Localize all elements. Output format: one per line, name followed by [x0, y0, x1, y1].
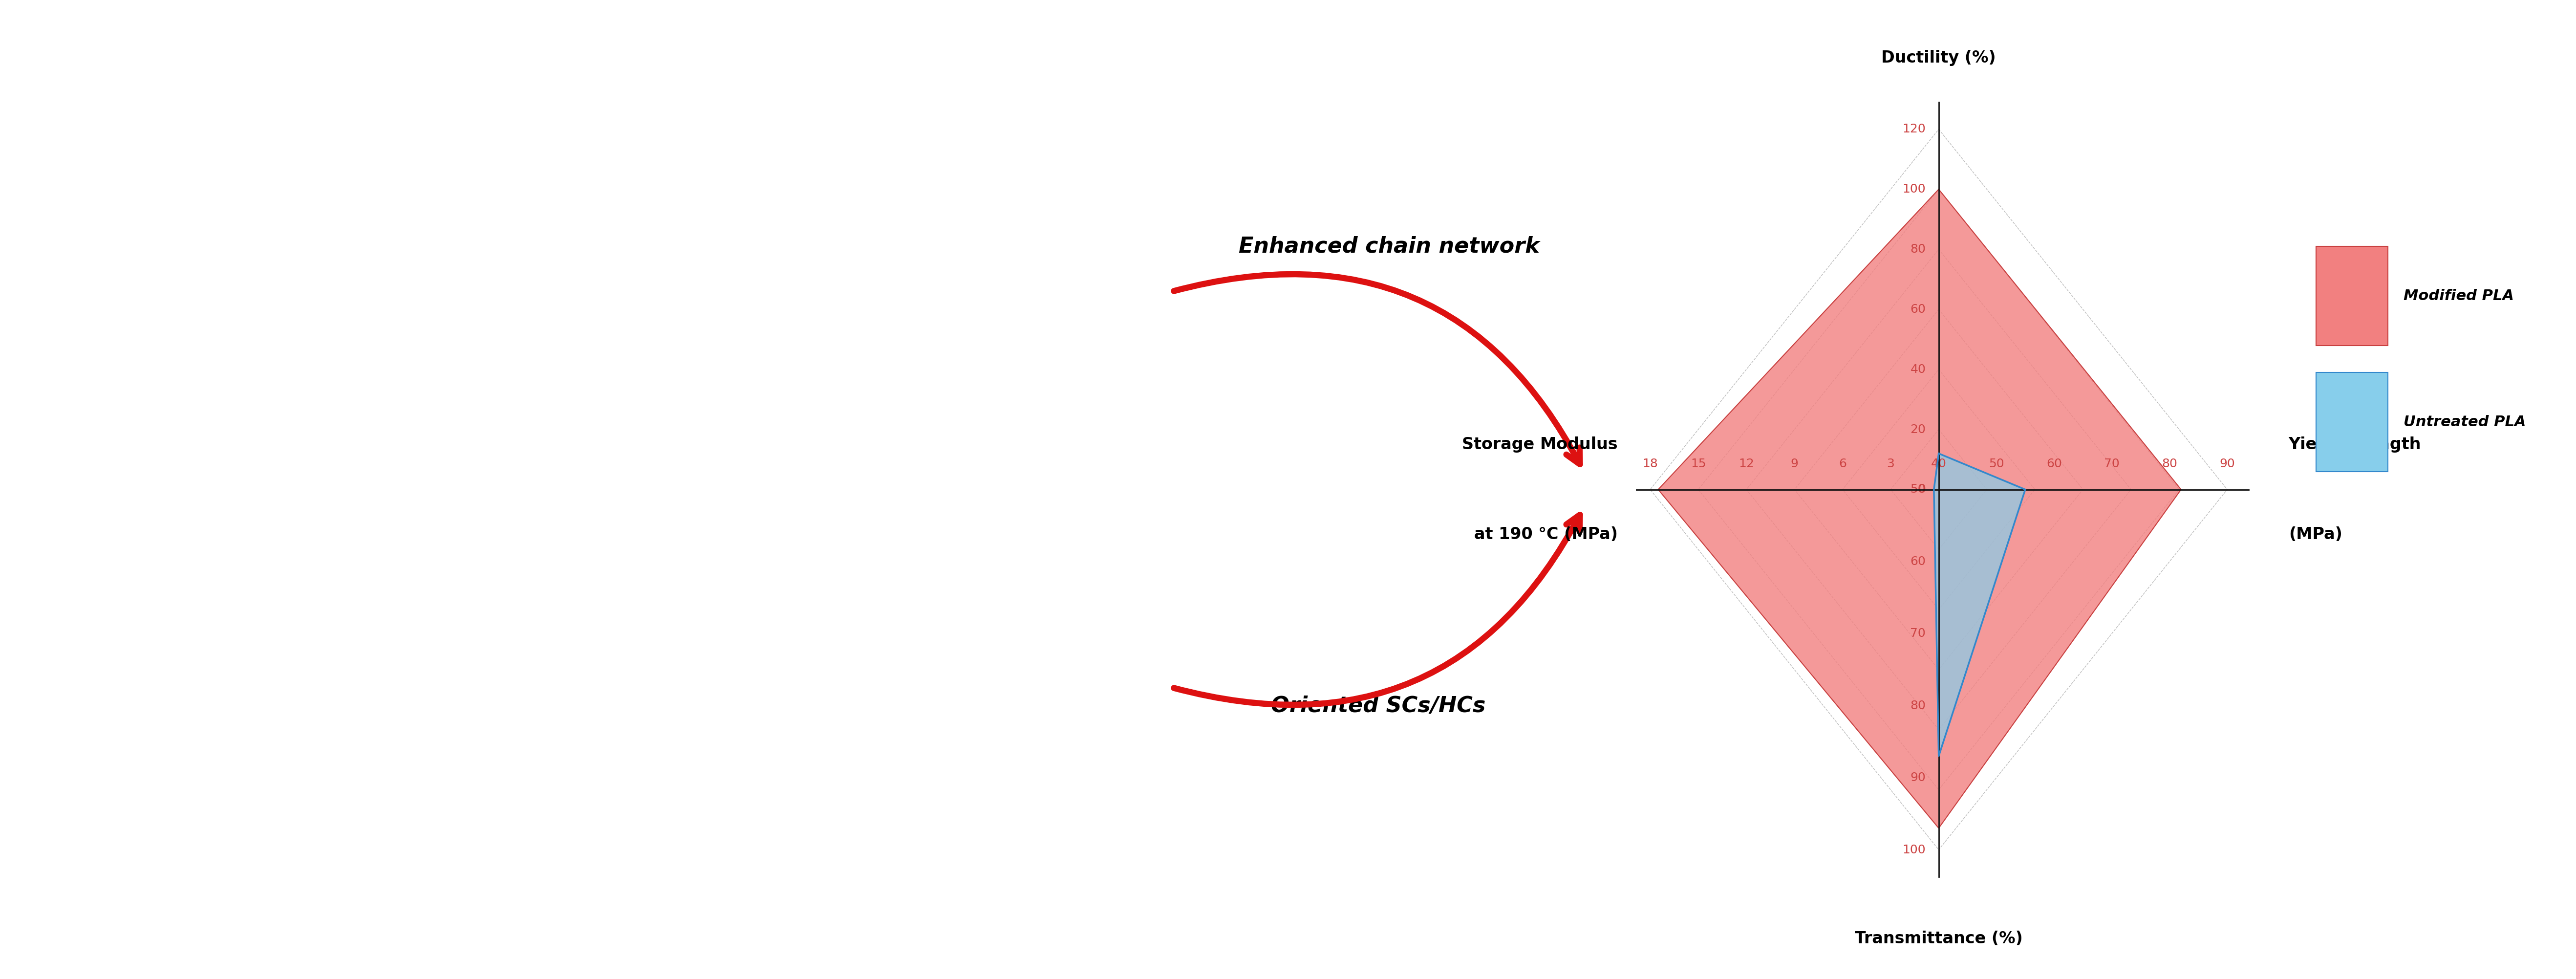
Text: Modified PLA: Modified PLA [2403, 289, 2514, 303]
Polygon shape [1935, 453, 2025, 756]
Text: 6: 6 [1839, 458, 1847, 470]
Text: Enhanced chain network: Enhanced chain network [1239, 236, 1540, 256]
Text: 100: 100 [1904, 844, 1927, 856]
Text: 9: 9 [1790, 458, 1798, 470]
Text: 18: 18 [1643, 458, 1659, 470]
Text: Ductility (%): Ductility (%) [1880, 50, 1996, 67]
Text: Storage Modulus: Storage Modulus [1463, 437, 1618, 452]
FancyBboxPatch shape [2316, 372, 2388, 472]
Text: Transmittance (%): Transmittance (%) [1855, 931, 2022, 947]
FancyBboxPatch shape [2316, 247, 2388, 346]
Text: 60: 60 [1911, 556, 1927, 568]
Text: 50: 50 [1989, 458, 2004, 470]
Text: 40: 40 [1911, 363, 1927, 375]
Text: 12: 12 [1739, 458, 1754, 470]
Text: Oriented SCs/HCs: Oriented SCs/HCs [1270, 695, 1486, 717]
Text: 0: 0 [1919, 484, 1927, 495]
Text: 3: 3 [1886, 458, 1893, 470]
Text: at 190 °C (MPa): at 190 °C (MPa) [1473, 527, 1618, 542]
Text: 60: 60 [1911, 303, 1927, 315]
Text: 100: 100 [1904, 183, 1927, 195]
Text: 80: 80 [1911, 700, 1927, 712]
Text: 60: 60 [2045, 458, 2061, 470]
Text: Untreated PLA: Untreated PLA [2403, 415, 2527, 429]
Text: 50: 50 [1911, 484, 1927, 495]
Text: 40: 40 [1932, 458, 1947, 470]
Text: 15: 15 [1690, 458, 1705, 470]
Text: 20: 20 [1911, 424, 1927, 436]
Text: 80: 80 [2161, 458, 2177, 470]
Text: (MPa): (MPa) [2287, 527, 2342, 542]
Text: Yield Strength: Yield Strength [2287, 437, 2421, 452]
Polygon shape [1659, 189, 2182, 828]
Text: 120: 120 [1904, 123, 1927, 135]
Text: 90: 90 [1911, 771, 1927, 783]
Text: 80: 80 [1911, 244, 1927, 256]
Text: 70: 70 [1911, 628, 1927, 639]
Text: 70: 70 [2105, 458, 2120, 470]
Text: 90: 90 [2221, 458, 2236, 470]
